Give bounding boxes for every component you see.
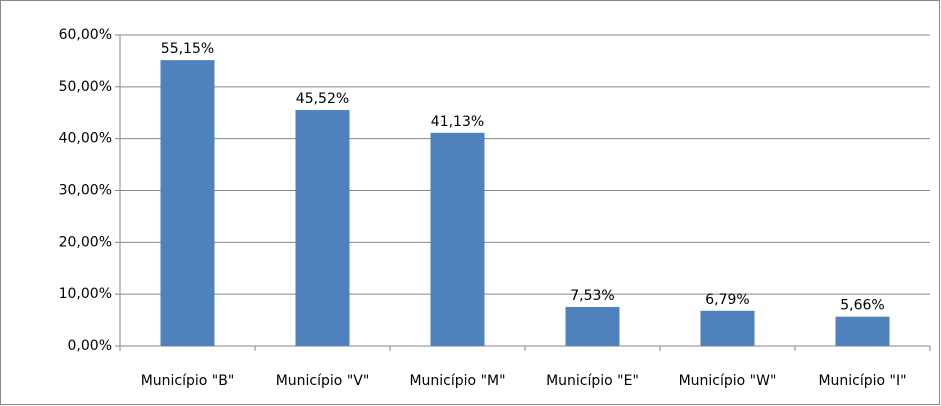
data-label: 5,66% (840, 298, 884, 314)
y-tick-label: 20,00% (59, 234, 112, 250)
bar (160, 60, 215, 347)
bar (295, 110, 350, 347)
x-tick-label: Município "I" (818, 373, 906, 389)
data-label: 41,13% (431, 114, 484, 130)
bar (565, 306, 620, 346)
x-tick-label: Município "V" (276, 373, 370, 389)
data-label: 55,15% (161, 41, 214, 57)
x-tick-label: Município "M" (409, 373, 505, 389)
bar (430, 132, 485, 346)
x-tick-label: Município "E" (546, 373, 639, 389)
y-tick-label: 50,00% (59, 79, 112, 95)
x-tick-label: Município "W" (679, 373, 777, 389)
y-tick-label: 10,00% (59, 286, 112, 302)
data-label: 45,52% (296, 91, 349, 107)
y-tick-label: 0,00% (68, 338, 112, 354)
x-tick-label: Município "B" (141, 373, 235, 389)
data-label: 6,79% (705, 292, 749, 308)
bar (700, 310, 755, 346)
y-tick-label: 30,00% (59, 183, 112, 199)
y-tick-label: 40,00% (59, 131, 112, 147)
data-label: 7,53% (570, 288, 614, 304)
y-tick-label: 60,00% (59, 27, 112, 43)
bar (835, 316, 890, 346)
